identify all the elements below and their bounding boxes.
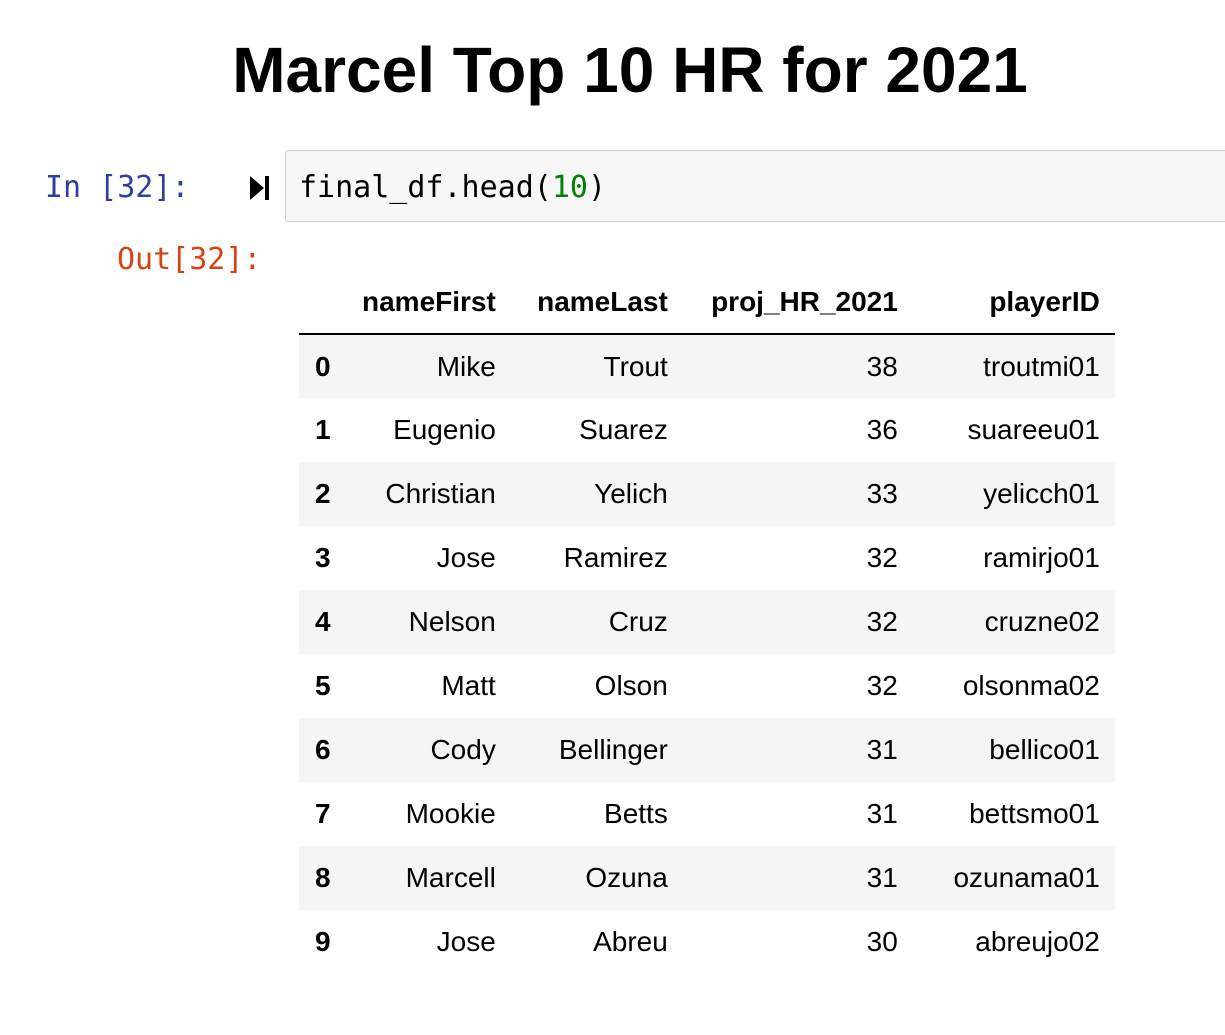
cell-playerid: bellico01 — [989, 734, 1100, 765]
table-row: 3 Jose Ramirez 32 ramirjo01 — [299, 526, 1115, 590]
cell-namelast: Olson — [594, 670, 668, 701]
cell-playerid: yelicch01 — [983, 478, 1100, 509]
cell-proj-hr: 36 — [866, 414, 898, 445]
cell-namefirst: Mookie — [405, 798, 496, 829]
dataframe-table: nameFirst nameLast proj_HR_2021 playerID… — [299, 270, 1115, 974]
code-suffix: ) — [588, 170, 607, 205]
code-text[interactable]: final_df.head(10) — [299, 168, 606, 208]
cell-namefirst: Matt — [441, 670, 496, 701]
row-index: 2 — [315, 478, 331, 509]
cell-playerid: cruzne02 — [984, 606, 1100, 637]
cell-proj-hr: 38 — [866, 350, 898, 382]
table-row: 6 Cody Bellinger 31 bellico01 — [299, 718, 1115, 782]
cell-playerid: ramirjo01 — [983, 542, 1100, 573]
code-prefix: final_df.head( — [299, 170, 552, 205]
cell-namelast: Ozuna — [585, 862, 668, 893]
cell-namelast: Abreu — [593, 926, 668, 957]
cell-proj-hr: 31 — [866, 862, 898, 893]
cell-namefirst: Jose — [436, 926, 496, 957]
cell-proj-hr: 32 — [866, 670, 898, 701]
cell-namelast: Yelich — [594, 478, 668, 509]
cell-playerid: abreujo02 — [975, 926, 1100, 957]
row-index: 8 — [315, 862, 331, 893]
row-index: 9 — [315, 926, 331, 957]
row-index: 1 — [315, 414, 331, 445]
row-index: 0 — [315, 350, 331, 382]
cell-namefirst: Mike — [436, 350, 496, 382]
code-arg: 10 — [551, 170, 588, 205]
page-title: Marcel Top 10 HR for 2021 — [232, 34, 1028, 106]
table-row: 2 Christian Yelich 33 yelicch01 — [299, 462, 1115, 526]
cell-playerid: suareeu01 — [967, 414, 1100, 445]
cell-proj-hr: 31 — [866, 734, 898, 765]
cell-namelast: Betts — [604, 798, 668, 829]
header-index — [299, 270, 347, 335]
table-row: 8 Marcell Ozuna 31 ozunama01 — [299, 846, 1115, 910]
cell-namefirst: Christian — [385, 478, 496, 509]
row-index: 7 — [315, 798, 331, 829]
cell-namefirst: Eugenio — [393, 414, 496, 445]
cell-namefirst: Marcell — [405, 862, 496, 893]
cell-namefirst: Cody — [430, 734, 496, 765]
table-row: 9 Jose Abreu 30 abreujo02 — [299, 910, 1115, 974]
cell-playerid: bettsmo01 — [969, 798, 1100, 829]
table-row: 7 Mookie Betts 31 bettsmo01 — [299, 782, 1115, 846]
input-prompt: In [32]: — [45, 170, 190, 205]
code-cell-input[interactable]: final_df.head(10) — [285, 150, 1225, 222]
table-row: 0 Mike Trout 38 troutmi01 — [299, 334, 1115, 398]
cell-namelast: Ramirez — [563, 542, 668, 573]
output-prompt: Out[32]: — [117, 242, 262, 277]
cell-proj-hr: 32 — [866, 606, 898, 637]
cell-proj-hr: 31 — [866, 798, 898, 829]
cell-playerid: ozunama01 — [953, 862, 1100, 893]
cell-proj-hr: 32 — [866, 542, 898, 573]
header-playerid: playerID — [912, 270, 1115, 335]
table-header-row: nameFirst nameLast proj_HR_2021 playerID — [299, 270, 1115, 335]
run-cell-icon[interactable] — [248, 174, 272, 202]
cell-namefirst: Nelson — [408, 606, 496, 637]
cell-namelast: Bellinger — [558, 734, 668, 765]
cell-proj-hr: 30 — [866, 926, 898, 957]
row-index: 5 — [315, 670, 331, 701]
cell-namelast: Suarez — [579, 414, 668, 445]
cell-proj-hr: 33 — [866, 478, 898, 509]
row-index: 4 — [315, 606, 331, 637]
table-row: 5 Matt Olson 32 olsonma02 — [299, 654, 1115, 718]
cell-playerid: troutmi01 — [983, 350, 1100, 382]
header-namefirst: nameFirst — [347, 270, 511, 335]
cell-playerid: olsonma02 — [962, 670, 1100, 701]
table-row: 1 Eugenio Suarez 36 suareeu01 — [299, 398, 1115, 462]
cell-namelast: Trout — [603, 350, 668, 382]
cell-namefirst: Jose — [436, 542, 496, 573]
header-namelast: nameLast — [510, 270, 683, 335]
row-index: 6 — [315, 734, 331, 765]
row-index: 3 — [315, 542, 331, 573]
header-proj-hr: proj_HR_2021 — [682, 270, 913, 335]
cell-namelast: Cruz — [608, 606, 668, 637]
table-row: 4 Nelson Cruz 32 cruzne02 — [299, 590, 1115, 654]
